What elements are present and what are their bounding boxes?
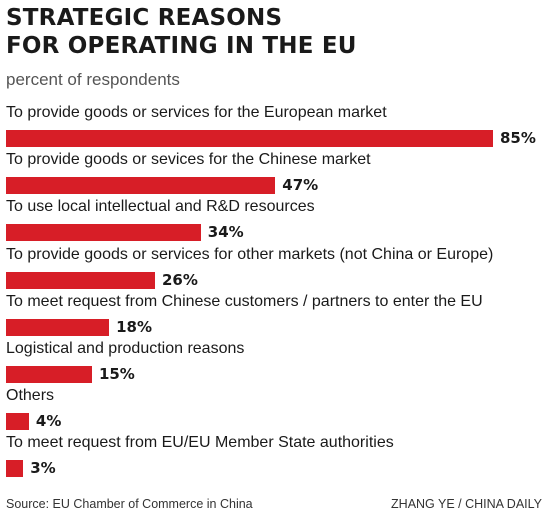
source-note: Source: EU Chamber of Commerce in China bbox=[6, 497, 253, 511]
bar-value-label: 47% bbox=[282, 176, 319, 195]
bar bbox=[6, 366, 92, 383]
bar bbox=[6, 460, 24, 478]
bar-label: To meet request from EU/EU Member State … bbox=[6, 434, 394, 452]
chart-title: STRATEGIC REASONS FOR OPERATING IN THE E… bbox=[6, 4, 357, 60]
bar-value-label: 85% bbox=[500, 129, 536, 147]
bar-label: Others bbox=[6, 387, 55, 405]
bar-label: To use local intellectual and R&D resour… bbox=[6, 198, 315, 216]
bar-label: To provide goods or services for the Eur… bbox=[6, 104, 387, 121]
chart-title-line-2: FOR OPERATING IN THE EU bbox=[6, 33, 357, 59]
bar-value-label: 26% bbox=[161, 270, 198, 289]
chart-subtitle: percent of respondents bbox=[6, 70, 180, 89]
bar-label: Logistical and production reasons bbox=[6, 340, 245, 357]
bar-label: To meet request from Chinese customers /… bbox=[6, 292, 483, 310]
bar bbox=[6, 318, 110, 336]
bar-value-label: 4% bbox=[35, 412, 62, 431]
bar bbox=[6, 224, 201, 242]
bar-value-label: 18% bbox=[116, 317, 153, 336]
chart-title-line-1: STRATEGIC REASONS bbox=[6, 5, 283, 31]
bar-value-label: 34% bbox=[207, 223, 244, 242]
bar bbox=[6, 177, 276, 195]
bar-value-label: 15% bbox=[98, 365, 135, 383]
bar bbox=[6, 130, 493, 147]
bar-value-label: 3% bbox=[30, 459, 56, 478]
bar-label: To provide goods or services for other m… bbox=[6, 245, 494, 263]
bar bbox=[6, 271, 155, 289]
bar bbox=[6, 413, 29, 431]
bar-label: To provide goods or sevices for the Chin… bbox=[6, 151, 371, 169]
credit-note: ZHANG YE / CHINA DAILY bbox=[391, 497, 542, 511]
